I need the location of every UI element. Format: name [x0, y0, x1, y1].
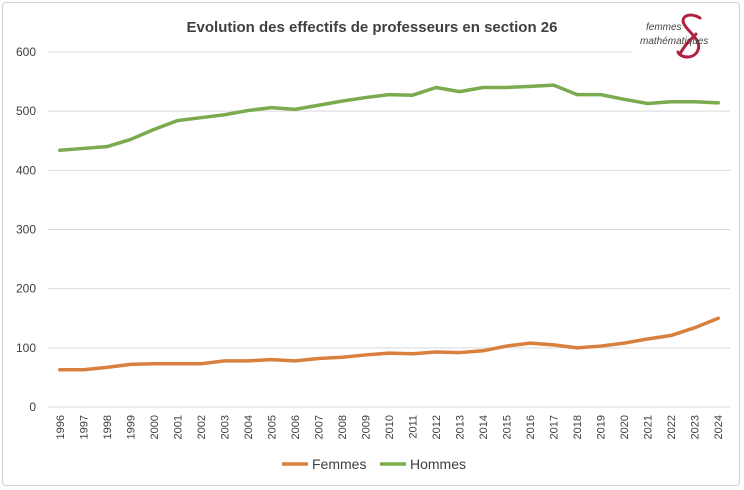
svg-text:mathématiques: mathématiques: [640, 36, 708, 47]
series-line-hommes: [58, 83, 720, 152]
legend-label-hommes: Hommes: [410, 456, 466, 472]
x-tick-label: 2007: [313, 415, 325, 439]
x-tick-label: 2014: [478, 415, 490, 439]
logo-ampersand-mark: [676, 13, 702, 59]
x-tick-label: 2020: [619, 415, 631, 439]
x-tick-label: 2011: [408, 415, 420, 439]
x-tick-label: 2001: [172, 415, 184, 439]
x-tick-label: 2008: [337, 415, 349, 439]
x-tick-label: 2024: [713, 415, 725, 439]
x-tick-label: 2003: [219, 415, 231, 439]
x-tick-label: 2013: [455, 415, 467, 439]
x-tick-label: 2010: [384, 415, 396, 439]
x-tick-label: 2000: [149, 415, 161, 439]
x-tick-label: 2018: [572, 415, 584, 439]
x-tick-label: 2015: [502, 415, 514, 439]
x-tick-label: 1996: [55, 415, 67, 439]
y-tick-label: 200: [16, 282, 36, 296]
x-tick-label: 2017: [549, 415, 561, 439]
x-tick-label: 2004: [243, 415, 255, 439]
x-tick-label: 2002: [196, 415, 208, 439]
logo: femmes mathématiques: [640, 13, 708, 59]
y-tick-label: 100: [16, 341, 36, 355]
y-tick-label: 600: [16, 45, 36, 59]
y-tick-label: 500: [16, 104, 36, 118]
x-tick-label: 2016: [525, 415, 537, 439]
x-tick-label: 2019: [596, 415, 608, 439]
y-tick-label: 400: [16, 163, 36, 177]
x-tick-label: 1997: [78, 415, 90, 439]
x-tick-label: 2021: [643, 415, 655, 439]
y-tick-label: 300: [16, 223, 36, 237]
series-line-femmes: [58, 316, 720, 372]
x-tick-label: 2009: [360, 415, 372, 439]
x-tick-label: 1999: [125, 415, 137, 439]
chart-title: Evolution des effectifs de professeurs e…: [186, 19, 558, 36]
y-tick-label: 0: [29, 400, 36, 414]
svg-text:femmes: femmes: [646, 22, 682, 33]
chart-frame: [2, 2, 740, 486]
x-tick-label: 2005: [266, 415, 278, 439]
x-tick-label: 1998: [102, 415, 114, 439]
x-tick-label: 2022: [666, 415, 678, 439]
x-tick-label: 2012: [431, 415, 443, 439]
x-tick-label: 2023: [690, 415, 702, 439]
x-tick-label: 2006: [290, 415, 302, 439]
legend-label-femmes: Femmes: [312, 456, 366, 472]
